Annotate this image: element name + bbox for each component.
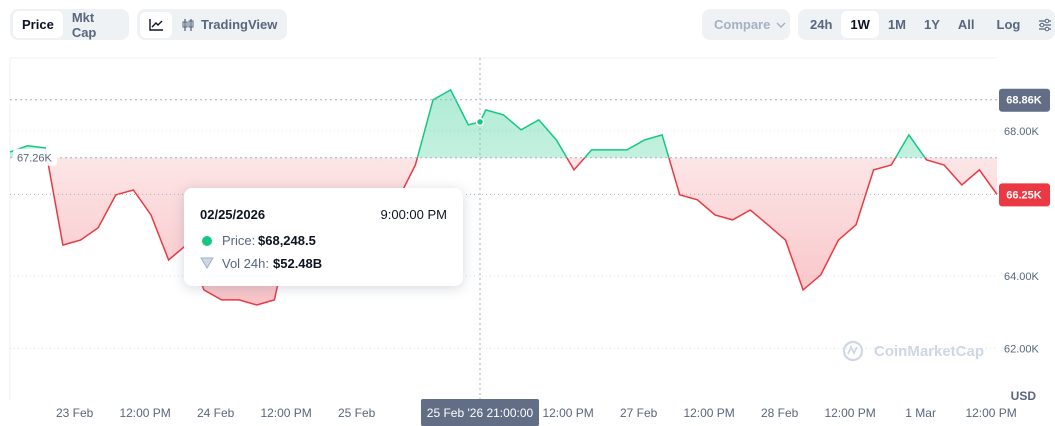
tradingview-button[interactable]: TradingView xyxy=(172,11,286,38)
x-tick-label: 12:00 PM xyxy=(260,406,311,420)
last-badge xyxy=(999,183,1050,207)
tooltip-volume-label: Vol 24h: xyxy=(222,256,269,271)
tooltip-volume: $52.48B xyxy=(273,256,323,271)
range-toggle: 24h 1W 1M 1Y All Log xyxy=(798,9,1055,40)
x-tick-label: 12:00 PM xyxy=(824,406,875,420)
line-chart-button[interactable] xyxy=(140,11,172,38)
watermark: CoinMarketCap xyxy=(842,340,984,362)
crosshair-label: 25 Feb '26 21:00:00 xyxy=(427,406,534,420)
range-button[interactable]: 1M xyxy=(887,17,906,32)
compare-label: Compare xyxy=(714,17,771,32)
metric-toggle: Price Mkt Cap xyxy=(10,9,129,40)
x-tick-label: 23 Feb xyxy=(56,406,94,420)
y-tick-label: 64.00K xyxy=(1004,271,1040,283)
crosshair-badge xyxy=(421,399,539,426)
x-tick-label: 12:00 PM xyxy=(965,406,1016,420)
tooltip: 02/25/2026 9:00:00 PM Price: $68,248.5 V… xyxy=(184,188,463,286)
x-tick-label: 1 Mar xyxy=(905,406,936,420)
x-tick-label: 12:00 PM xyxy=(542,406,593,420)
chevron xyxy=(776,22,786,28)
range-button[interactable]: 1W xyxy=(841,11,879,38)
settings-icon xyxy=(1039,18,1052,31)
baseline-badge: 67.26K xyxy=(13,148,57,166)
x-tick-label: 27 Feb xyxy=(620,406,658,420)
high-badge xyxy=(999,88,1050,112)
y-tick-label: 68.00K xyxy=(1004,126,1040,138)
y-unit: USD xyxy=(1011,389,1037,403)
x-tick-label: 25 Feb xyxy=(338,406,376,420)
settings-button[interactable] xyxy=(1029,12,1055,38)
badge-bg xyxy=(13,148,57,166)
range-button[interactable]: 24h xyxy=(810,17,833,32)
volume-icon xyxy=(200,257,214,269)
chart-kind: TradingView xyxy=(137,9,287,40)
last-label: 66.25K xyxy=(1006,189,1042,201)
range-button[interactable]: 1Y xyxy=(923,17,940,32)
x-tick-label: 12:00 PM xyxy=(683,406,734,420)
compare-button[interactable]: Compare xyxy=(705,11,795,38)
x-tick-label: 24 Feb xyxy=(197,406,235,420)
watermark-text: CoinMarketCap xyxy=(874,343,984,360)
tooltip-time: 9:00:00 PM xyxy=(380,207,448,222)
price-line-down xyxy=(46,157,998,306)
range-button[interactable]: All xyxy=(957,17,975,32)
tooltip-date: 02/25/2026 xyxy=(200,207,266,222)
range-button[interactable]: Log xyxy=(996,17,1021,32)
mktcap-tab[interactable]: Mkt Cap xyxy=(71,9,97,40)
baseline-label: 67.26K xyxy=(17,153,53,165)
crosshair-point xyxy=(475,117,485,127)
x-tick-label: 28 Feb xyxy=(761,406,799,420)
x-tick-label: 12:00 PM xyxy=(119,406,170,420)
compare-dropdown[interactable]: Compare xyxy=(702,9,790,40)
tooltip-price: $68,248.5 xyxy=(258,233,316,248)
candle-icon xyxy=(182,18,194,31)
y-tick-label: 62.00K xyxy=(1004,344,1040,356)
line-icon xyxy=(149,18,163,31)
tradingview-label: TradingView xyxy=(201,17,278,32)
price-tab[interactable]: Price xyxy=(13,11,63,38)
tooltip-price-label: Price: xyxy=(222,233,256,248)
price-line-up xyxy=(9,88,926,158)
price-dot xyxy=(202,236,212,246)
high-label: 68.86K xyxy=(1006,95,1042,107)
